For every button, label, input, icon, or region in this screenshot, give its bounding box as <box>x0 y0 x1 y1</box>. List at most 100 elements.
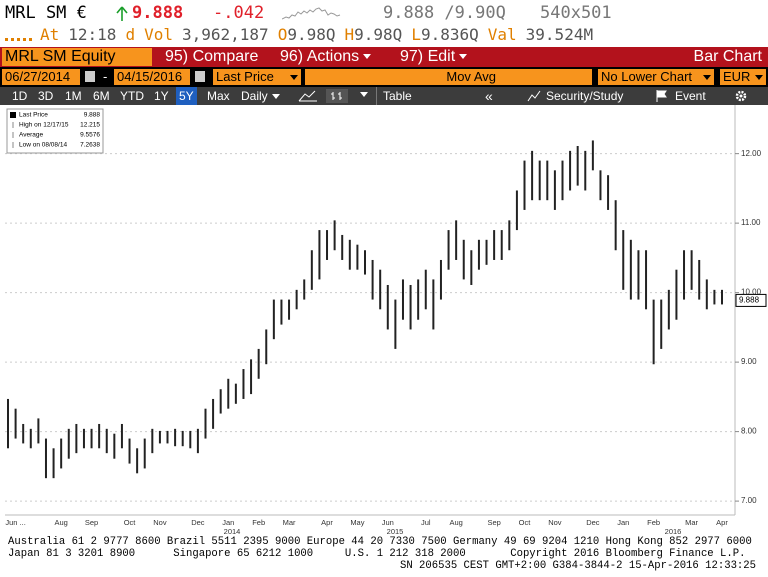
y-tick-label: 11.00 <box>741 218 761 227</box>
x-tick-label: Oct <box>519 518 532 527</box>
toolbar: 1D 3D 1M 6M YTD 1Y 5Y Max Daily Table « … <box>0 87 768 105</box>
period[interactable]: Max <box>207 89 230 103</box>
period[interactable]: 1D <box>12 89 28 103</box>
lower-chart[interactable]: No Lower Chart <box>598 69 714 85</box>
menu-bar: MRL SM Equity 95) Compare 96) Actions 97… <box>0 47 768 67</box>
x-tick-label: Nov <box>153 518 167 527</box>
label: d <box>125 25 136 44</box>
security[interactable]: MRL SM Equity <box>2 48 152 66</box>
legend-label: Last Price <box>19 112 48 119</box>
value: 9.836Q <box>420 25 479 44</box>
frequency-label: Daily <box>241 89 268 103</box>
x-tick-label: Mar <box>283 518 296 527</box>
menu-item[interactable]: 97) Edit <box>400 48 468 66</box>
flag-icon <box>656 90 667 102</box>
study[interactable]: Mov Avg <box>305 69 592 85</box>
up-arrow <box>116 6 128 21</box>
x-tick-label: Apr <box>716 518 728 527</box>
dots <box>5 38 32 41</box>
period[interactable]: 6M <box>93 89 110 103</box>
legend-value: 12.215 <box>80 122 100 129</box>
legend-icon <box>10 112 16 118</box>
back-button[interactable]: « <box>485 88 493 104</box>
x-tick-label: Aug <box>54 518 67 527</box>
dash: - <box>103 69 108 84</box>
x-tick-label: Jan <box>222 518 234 527</box>
value: 9.98Q <box>287 25 336 44</box>
study-icon <box>527 90 541 102</box>
period[interactable]: 1Y <box>154 89 169 103</box>
last-price: 9.888 <box>132 3 184 23</box>
value: 39.524M <box>525 25 594 44</box>
value: 12:18 <box>68 25 117 44</box>
start-date[interactable]: 06/27/2014 <box>2 69 80 85</box>
table-button[interactable]: Table <box>376 87 415 105</box>
value: 9.98Q <box>354 25 403 44</box>
view-title: Bar Chart <box>693 48 762 65</box>
label: Val <box>487 25 517 44</box>
x-tick-label: Mar <box>685 518 698 527</box>
x-tick-label: Nov <box>548 518 562 527</box>
bid-ask: 9.888 /9.90Q <box>383 3 506 23</box>
year-label: 2014 <box>224 527 241 536</box>
field[interactable]: Last Price <box>213 69 301 85</box>
year-label: 2015 <box>387 527 404 536</box>
legend-label: Average <box>19 132 43 139</box>
x-tick-label: Aug <box>449 518 462 527</box>
x-tick-label: Jun <box>382 518 394 527</box>
calendar-icon[interactable] <box>85 71 95 82</box>
event-button[interactable]: Event <box>675 89 706 103</box>
currency[interactable]: EUR <box>720 69 766 85</box>
gear-icon[interactable] <box>735 90 747 102</box>
last-price-tag <box>735 293 767 307</box>
menu-label: 96) Actions <box>280 48 360 65</box>
period[interactable]: 5Y <box>176 87 197 105</box>
chart-icons[interactable] <box>296 89 356 103</box>
menu-item[interactable]: 96) Actions <box>280 48 372 66</box>
legend: Last Price 9.888 High on 12/17/15 12.215 Ave… <box>6 108 104 154</box>
y-tick-label: 12.00 <box>741 149 762 158</box>
period[interactable]: 1M <box>65 89 82 103</box>
end-date[interactable]: 04/15/2016 <box>114 69 190 85</box>
period[interactable]: YTD <box>120 89 144 103</box>
currency-label: EUR <box>723 69 751 84</box>
footer-line: SN 206535 CEST GMT+2:00 G384-3844-2 15-A… <box>399 560 756 572</box>
period[interactable]: 3D <box>38 89 54 103</box>
x-tick-label: Dec <box>586 518 600 527</box>
legend-label: High on 12/17/15 <box>19 122 69 129</box>
x-tick-label: Apr <box>321 518 333 527</box>
footer-line: Australia 61 2 9777 8600 Brazil 5511 239… <box>8 536 752 548</box>
x-tick-label: Feb <box>647 518 660 527</box>
security-study-button[interactable]: Security/Study <box>546 89 624 103</box>
field-label: Last Price <box>216 69 274 84</box>
menu-label: 95) Compare <box>165 48 259 65</box>
calendar-icon[interactable] <box>195 71 205 82</box>
x-tick-label: Jul <box>421 518 431 527</box>
y-tick-label: 9.00 <box>741 357 757 366</box>
label: Vol <box>144 25 173 44</box>
menu-label: 97) Edit <box>400 48 456 65</box>
frequency[interactable]: Daily <box>238 87 283 105</box>
x-tick-label: Jan <box>617 518 629 527</box>
legend-box <box>6 108 104 154</box>
legend-value: 9.888 <box>84 112 101 119</box>
legend-value: 7.2638 <box>80 142 100 149</box>
y-tick-label: 10.00 <box>741 288 762 297</box>
x-tick-label: Sep <box>487 518 500 527</box>
footer-line: Japan 81 3 3201 8900 Singapore 65 6212 1… <box>8 548 746 560</box>
menu-item[interactable]: 95) Compare <box>165 48 258 66</box>
x-tick-label: Oct <box>124 518 137 527</box>
change: -.042 <box>213 3 265 23</box>
x-tick-label: Feb <box>252 518 265 527</box>
label: At <box>40 25 60 44</box>
sparkline <box>282 7 341 20</box>
plot-area <box>0 105 768 537</box>
y-tick-label: 8.00 <box>741 427 757 436</box>
label: L <box>411 25 421 44</box>
label: O <box>277 25 288 44</box>
legend-label: Low on 08/08/14 <box>19 142 67 149</box>
y-tick-label: 7.00 <box>741 496 757 505</box>
x-tick-label: Jun ... <box>5 518 25 527</box>
